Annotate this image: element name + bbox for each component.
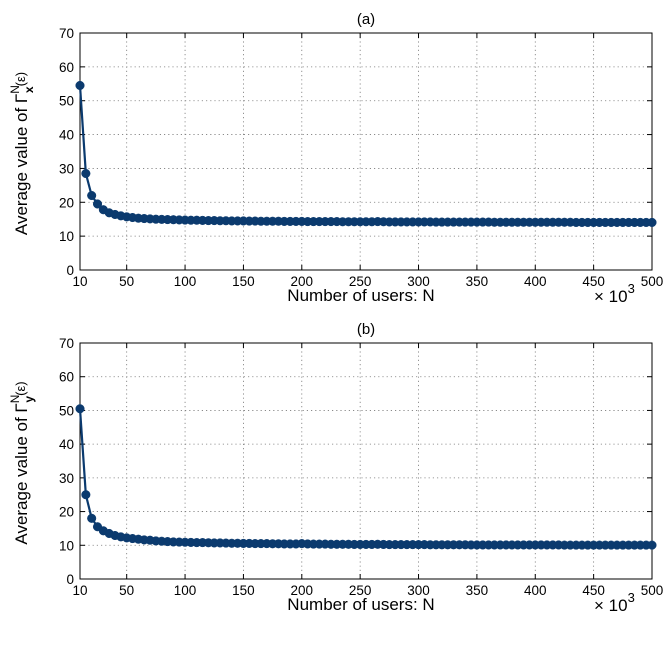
plot-frame bbox=[79, 32, 653, 271]
x-axis-label: Number of users: N bbox=[287, 286, 434, 305]
x-tick-label: 10 bbox=[72, 274, 87, 289]
y-label-argument: (ε) bbox=[13, 72, 28, 86]
x-tick-label: 150 bbox=[232, 274, 255, 289]
y-tick-label: 50 bbox=[59, 403, 74, 418]
x-tick-label: 100 bbox=[174, 583, 197, 598]
x-axis-multiplier: × 103 bbox=[594, 590, 635, 615]
data-point bbox=[81, 490, 91, 500]
x-tick-label: 500 bbox=[641, 583, 664, 598]
y-tick-label: 30 bbox=[59, 161, 74, 176]
data-point bbox=[75, 404, 85, 414]
y-tick-label: 60 bbox=[59, 370, 74, 385]
x-tick-label: 450 bbox=[582, 274, 605, 289]
x-tick-label: 200 bbox=[291, 274, 314, 289]
y-tick-label: 10 bbox=[59, 538, 74, 553]
x-tick-label: 300 bbox=[407, 583, 430, 598]
y-tick-label: 40 bbox=[59, 437, 74, 452]
y-tick-label: 60 bbox=[59, 60, 74, 75]
chart-panel-b: 10 50 100 150 200 250 300 350 400 450 500010203040… bbox=[8, 321, 663, 615]
x-multiplier-base: × 10 bbox=[594, 596, 628, 615]
y-tick-label: 20 bbox=[59, 195, 74, 210]
y-axis-label: Average value of ΓNx(ε) bbox=[8, 72, 36, 235]
y-tick-label: 0 bbox=[66, 263, 74, 278]
y-label-prefix: Average value of bbox=[12, 103, 31, 235]
y-tick-label: 70 bbox=[59, 26, 74, 41]
x-tick-label: 250 bbox=[349, 274, 372, 289]
y-label-subscript: y bbox=[22, 396, 36, 403]
y-tick-label: 20 bbox=[59, 505, 74, 520]
y-tick-label: 30 bbox=[59, 471, 74, 486]
chart-title: (b) bbox=[357, 321, 375, 338]
data-point bbox=[647, 217, 657, 227]
y-tick-label: 50 bbox=[59, 94, 74, 109]
x-tick-label: 400 bbox=[524, 583, 547, 598]
x-tick-label: 350 bbox=[466, 274, 489, 289]
x-tick-label: 350 bbox=[466, 583, 489, 598]
chart-title: (a) bbox=[357, 11, 375, 28]
x-tick-label: 300 bbox=[407, 274, 430, 289]
data-point bbox=[87, 190, 97, 201]
x-tick-label: 500 bbox=[641, 274, 664, 289]
x-tick-label: 50 bbox=[119, 583, 134, 598]
x-tick-label: 400 bbox=[524, 274, 547, 289]
x-tick-label: 150 bbox=[232, 583, 255, 598]
x-tick-label: 10 bbox=[72, 583, 87, 598]
data-point bbox=[75, 80, 85, 91]
x-multiplier-base: × 10 bbox=[594, 287, 628, 306]
y-label-superscript: N bbox=[8, 85, 22, 94]
x-tick-label: 200 bbox=[291, 583, 314, 598]
y-label-subscript: x bbox=[22, 86, 36, 93]
x-tick-label: 50 bbox=[119, 274, 134, 289]
x-tick-label: 450 bbox=[582, 583, 605, 598]
x-axis-label: Number of users: N bbox=[287, 595, 434, 614]
y-label-argument: (ε) bbox=[13, 381, 28, 395]
data-point bbox=[81, 168, 91, 179]
data-point bbox=[92, 199, 103, 209]
x-tick-label: 100 bbox=[174, 274, 197, 289]
data-point bbox=[87, 513, 97, 523]
x-multiplier-exponent: 3 bbox=[628, 590, 635, 605]
x-tick-label: 250 bbox=[349, 583, 372, 598]
y-label-symbol: Γ bbox=[12, 403, 31, 412]
y-label-symbol: Γ bbox=[12, 94, 31, 103]
y-tick-label: 10 bbox=[59, 229, 74, 244]
x-multiplier-exponent: 3 bbox=[628, 281, 635, 296]
y-tick-label: 70 bbox=[59, 336, 74, 351]
plot-frame bbox=[79, 342, 653, 580]
data-point bbox=[647, 540, 657, 550]
y-label-prefix: Average value of bbox=[12, 413, 31, 545]
x-axis-multiplier: × 103 bbox=[594, 281, 635, 306]
y-axis-label: Average value of ΓNy(ε) bbox=[8, 381, 36, 544]
y-tick-label: 0 bbox=[66, 572, 74, 587]
y-tick-label: 40 bbox=[59, 128, 74, 143]
y-label-superscript: N bbox=[8, 395, 22, 404]
chart-panel-a: 10 50 100 150 200 250 300 350 400 450 500010203040… bbox=[8, 11, 663, 306]
